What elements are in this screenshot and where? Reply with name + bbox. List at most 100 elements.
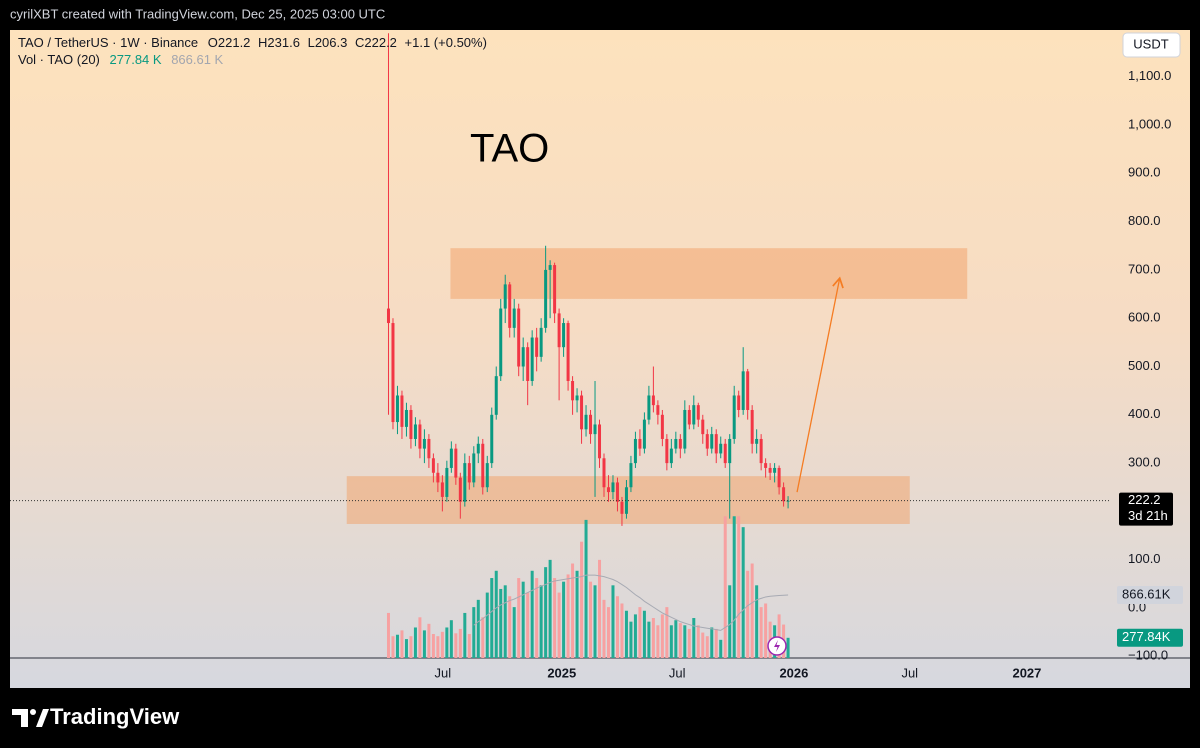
volume-bar [580, 541, 584, 658]
candle-body [777, 467, 781, 488]
volume-bar [598, 559, 602, 658]
volume-bar [710, 627, 714, 658]
volume-bar [732, 516, 736, 658]
currency[interactable]: USDT [1133, 36, 1168, 51]
price-zone [346, 476, 910, 524]
logo-part [12, 709, 28, 727]
annotation: TAO [470, 127, 549, 171]
candle-body [638, 438, 642, 449]
volume-bar [687, 628, 691, 658]
candle-body [404, 409, 408, 427]
candle-body [741, 371, 745, 410]
candle-body [449, 448, 453, 468]
volume-bar [431, 634, 435, 658]
volume-bar [714, 628, 718, 658]
candle-body [750, 409, 754, 444]
volume-bar [517, 578, 521, 658]
candle-body [660, 414, 664, 439]
volume-bar [418, 617, 422, 658]
candle-body [746, 371, 750, 410]
candle-body [598, 424, 602, 459]
candle-body [642, 419, 646, 449]
volume-value: 277.84 K [110, 52, 162, 67]
volume-ma-badge-label: 866.61K [1122, 586, 1171, 601]
candle-body [732, 395, 736, 439]
volume-bar [665, 607, 669, 658]
currency-button[interactable] [1122, 32, 1181, 58]
candle-body [544, 269, 548, 328]
candle-body [562, 323, 566, 348]
candle-body [701, 419, 705, 435]
y-tick-label: 700.0 [1128, 261, 1161, 276]
candle-body [651, 395, 655, 406]
y-tick-label: 500.0 [1128, 358, 1161, 373]
volume-bar [530, 570, 534, 658]
candle-body [665, 438, 669, 464]
candle-body [454, 448, 458, 478]
volume-bar [723, 516, 727, 658]
volume-ma-value: 866.61 K [171, 52, 223, 67]
volume-bar [535, 578, 539, 658]
volume-bar [660, 614, 664, 658]
candle-body [714, 434, 718, 454]
y-tick-label: 1,100.0 [1128, 68, 1171, 83]
volume-bar [589, 581, 593, 658]
volume-bar [499, 588, 503, 658]
y-tick-label: −100.0 [1128, 648, 1168, 663]
candle-body [678, 438, 682, 449]
volume-badge-label: 277.84K [1122, 629, 1171, 644]
candle-body [606, 487, 610, 493]
volume-bar [472, 607, 476, 658]
volume-bar [427, 623, 431, 658]
x-tick-label: Jul [669, 665, 686, 680]
volume-bar [436, 636, 440, 658]
volume-bar [449, 620, 453, 658]
candle-body [467, 463, 471, 483]
volume-bar [409, 636, 413, 658]
candle-body [633, 438, 637, 464]
candle-body [463, 463, 467, 502]
volume-bar [719, 639, 723, 658]
header: cyrilXBT created with TradingView.com, D… [10, 6, 385, 21]
candle-body [723, 443, 727, 464]
volume-bar [521, 581, 525, 658]
volume-bar [454, 633, 458, 658]
volume-bar [575, 570, 579, 658]
volume-ma-badge [1117, 586, 1183, 605]
volume-bar [683, 625, 687, 658]
candle-body [669, 448, 673, 464]
volume-bar [638, 607, 642, 658]
candle-body [485, 463, 489, 488]
volume-bar [562, 581, 566, 658]
candle-body [418, 424, 422, 449]
candle-body [786, 500, 790, 502]
volume-bar [656, 625, 660, 658]
volume-ma-line [473, 574, 789, 631]
volume-bar [602, 599, 606, 658]
candle-body [400, 395, 404, 427]
candle-body [728, 438, 732, 464]
volume-bar [737, 516, 741, 658]
volume-bar [539, 585, 543, 658]
candle-body [490, 414, 494, 464]
y-tick-label: 100.0 [1128, 551, 1161, 566]
candle-body [557, 313, 561, 348]
volume-bar [503, 585, 507, 658]
volume-bar [584, 519, 588, 658]
candle-body [755, 438, 759, 444]
volume-bar [553, 578, 557, 658]
candle-body [539, 327, 543, 357]
candle-body [436, 472, 440, 483]
volume-bar [526, 592, 530, 658]
volume-bar [647, 621, 651, 658]
logo-part [36, 709, 49, 727]
volume-bar [678, 623, 682, 658]
brand: TradingView [50, 704, 180, 729]
candle-body [719, 443, 723, 454]
volume-bar [548, 559, 552, 658]
candle-body [571, 380, 575, 401]
candle-body [674, 438, 678, 449]
candle-body [472, 453, 476, 483]
x-tick-label: 2026 [779, 665, 808, 680]
y-tick-label: 1,000.0 [1128, 116, 1171, 131]
